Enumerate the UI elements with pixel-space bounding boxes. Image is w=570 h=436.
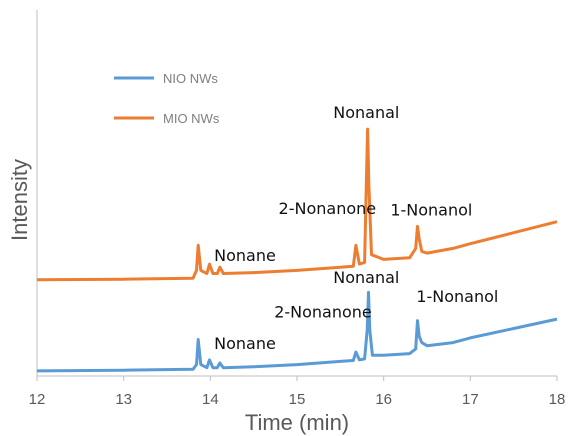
x-tick-label: 15 bbox=[289, 391, 306, 408]
peak-label: Nonanal bbox=[333, 268, 399, 287]
peak-annotations: Nonanal 2-Nonanone 1-Nonanol Nonane Nonanal 2… bbox=[214, 103, 498, 353]
x-axis-ticks: 12 13 14 15 16 17 18 bbox=[29, 376, 566, 408]
x-axis-title: Time (min) bbox=[245, 410, 349, 435]
series-layer bbox=[36, 127, 558, 373]
x-tick-label: 14 bbox=[202, 391, 219, 408]
peak-label: Nonane bbox=[214, 334, 276, 353]
x-tick-label: 12 bbox=[29, 391, 46, 408]
peak-label: 1-Nonanol bbox=[390, 200, 472, 219]
legend-label: NIO NWs bbox=[163, 71, 218, 86]
peak-label: 1-Nonanol bbox=[416, 287, 498, 306]
series-line-2 bbox=[36, 127, 558, 282]
x-tick-label: 17 bbox=[462, 391, 479, 408]
legend-label: MIO NWs bbox=[163, 111, 220, 126]
peak-label: Nonane bbox=[214, 246, 276, 265]
x-tick-label: 13 bbox=[115, 391, 132, 408]
peak-label: 2-Nonanone bbox=[274, 302, 372, 321]
peak-label: Nonanal bbox=[333, 103, 399, 122]
x-tick-label: 18 bbox=[549, 391, 566, 408]
x-tick-label: 16 bbox=[375, 391, 392, 408]
legend: NIO NWs MIO NWs bbox=[114, 71, 220, 126]
y-axis-title: Intensity bbox=[7, 159, 32, 241]
peak-label: 2-Nonanone bbox=[279, 199, 377, 218]
series-line-1 bbox=[36, 290, 558, 373]
